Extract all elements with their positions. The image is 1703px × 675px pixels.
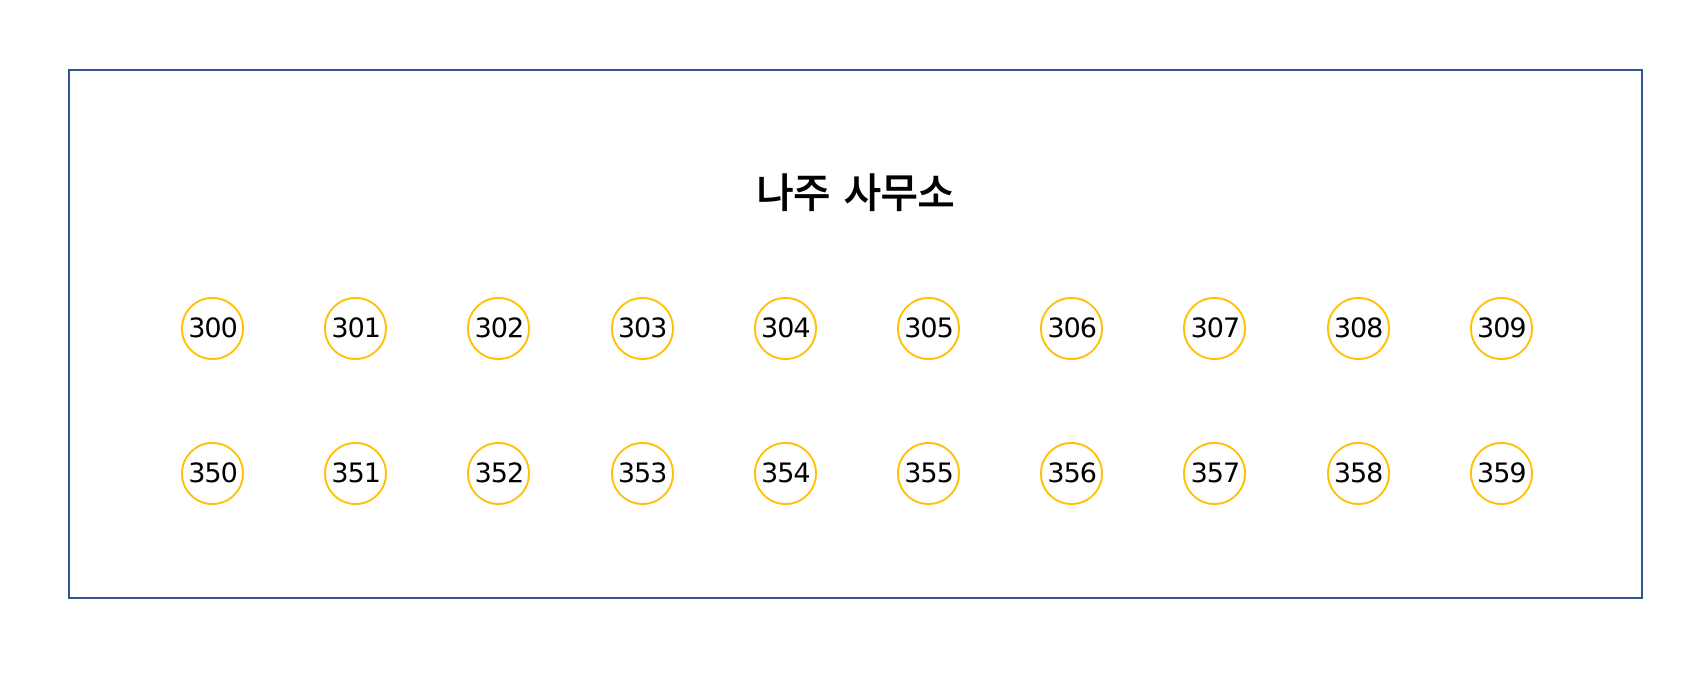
seat-marker[interactable]: 306 — [1040, 297, 1104, 360]
seat-marker[interactable]: 359 — [1469, 442, 1533, 505]
seat-marker[interactable]: 307 — [1183, 297, 1247, 360]
seat-marker[interactable]: 351 — [324, 442, 388, 505]
seat-marker[interactable]: 308 — [1326, 297, 1390, 360]
seat-marker[interactable]: 356 — [1040, 442, 1104, 505]
seat-marker[interactable]: 352 — [467, 442, 531, 505]
office-floor-plan: 나주 사무소 300 301 302 303 304 305 306 307 308 309 35… — [68, 69, 1643, 599]
seat-marker[interactable]: 300 — [181, 297, 244, 360]
seat-marker[interactable]: 355 — [897, 442, 960, 505]
seat-marker[interactable]: 353 — [610, 442, 674, 505]
seat-marker[interactable]: 354 — [753, 442, 817, 505]
seat-marker[interactable]: 309 — [1469, 297, 1533, 360]
seat-marker[interactable]: 358 — [1326, 442, 1390, 505]
seat-marker[interactable]: 305 — [897, 297, 960, 360]
seat-marker[interactable]: 303 — [610, 297, 674, 360]
seat-row-bottom: 350 351 352 353 354 355 356 357 358 359 — [70, 71, 1641, 597]
office-title: 나주 사무소 — [756, 171, 955, 217]
seat-row-top: 300 301 302 303 304 305 306 307 308 309 — [70, 71, 1641, 597]
seat-marker[interactable]: 302 — [467, 297, 531, 360]
seat-marker[interactable]: 350 — [181, 442, 244, 505]
seat-marker[interactable]: 357 — [1183, 442, 1247, 505]
seat-marker[interactable]: 304 — [753, 297, 817, 360]
seat-marker[interactable]: 301 — [324, 297, 388, 360]
